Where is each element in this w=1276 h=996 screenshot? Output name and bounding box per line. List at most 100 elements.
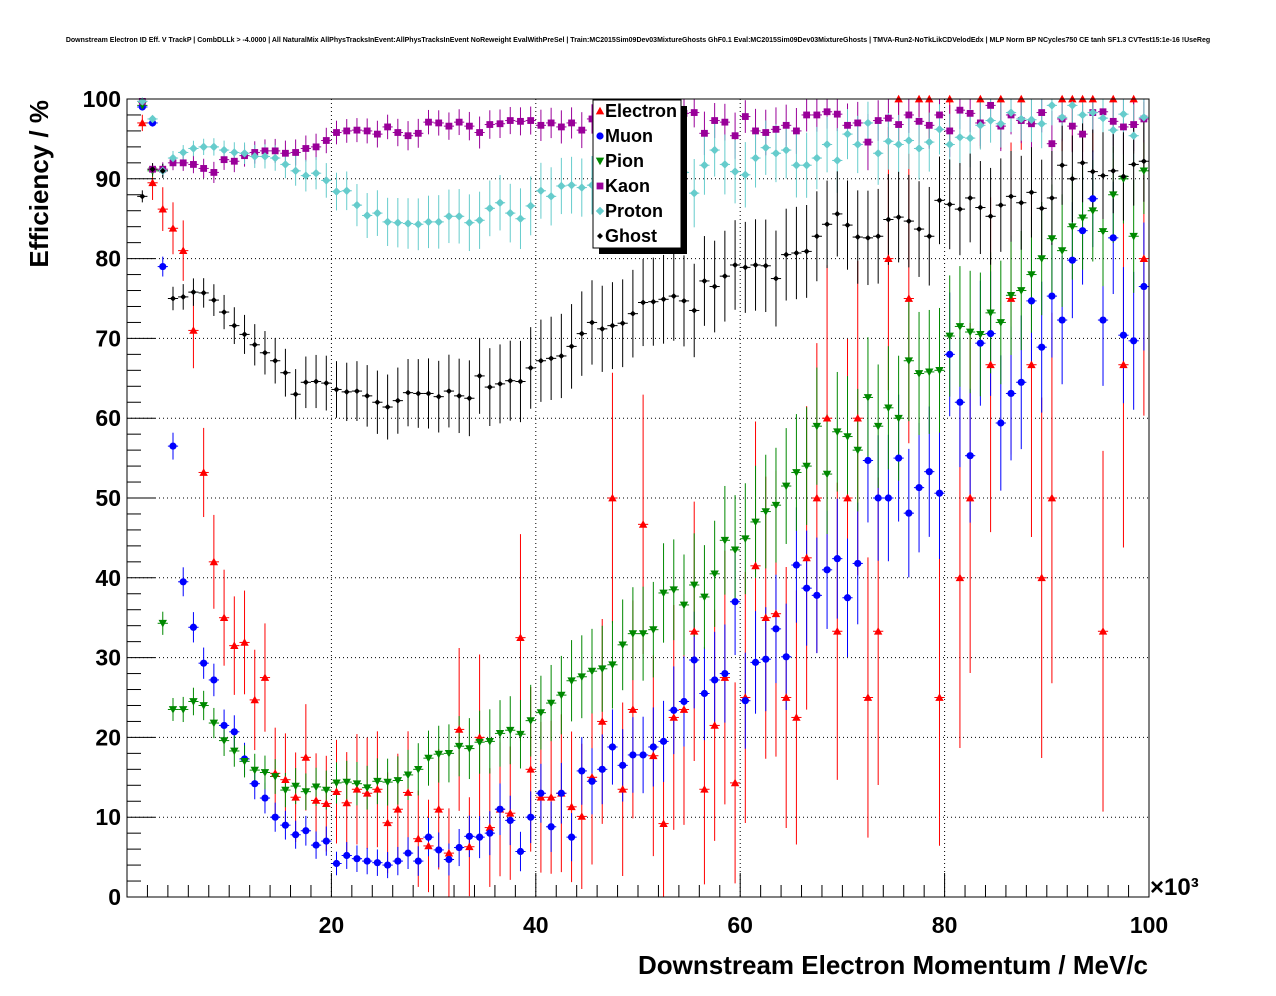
data-point <box>272 357 279 364</box>
data-point <box>404 132 412 140</box>
data-point <box>260 769 270 777</box>
data-point <box>854 234 861 241</box>
data-point <box>864 234 871 241</box>
data-point <box>1129 131 1138 140</box>
data-point <box>527 813 535 821</box>
data-point <box>424 841 433 850</box>
data-point <box>659 589 668 598</box>
data-point <box>1100 172 1107 179</box>
data-point <box>352 785 362 793</box>
x-tick-label: 40 <box>523 912 549 938</box>
data-point <box>710 721 719 729</box>
data-point <box>976 331 985 339</box>
data-point <box>731 132 739 140</box>
data-point <box>935 489 944 497</box>
data-point <box>915 484 923 492</box>
data-point <box>935 125 944 134</box>
data-point <box>864 456 872 465</box>
data-point <box>730 546 740 555</box>
data-point <box>404 849 412 857</box>
data-point <box>179 159 187 167</box>
data-point <box>679 601 689 610</box>
data-point <box>609 322 616 329</box>
data-point <box>904 294 914 302</box>
data-point <box>230 157 238 165</box>
data-point <box>711 676 719 684</box>
data-point <box>476 372 483 379</box>
data-point <box>802 161 811 170</box>
data-point <box>721 669 729 678</box>
data-point <box>731 598 739 606</box>
data-point <box>343 851 351 860</box>
data-point <box>1027 297 1036 305</box>
data-point <box>771 501 781 510</box>
legend-marker-muon <box>596 132 604 140</box>
data-point <box>690 581 699 590</box>
data-point <box>967 194 974 201</box>
data-point <box>833 627 842 635</box>
x-tick-label: 20 <box>319 912 345 938</box>
data-point <box>854 119 862 127</box>
data-point <box>495 730 505 738</box>
data-point <box>434 217 443 227</box>
data-point <box>230 747 239 756</box>
data-point <box>640 299 647 306</box>
data-point <box>373 777 382 786</box>
data-point <box>987 213 994 220</box>
data-point <box>517 117 524 125</box>
data-point <box>219 145 229 155</box>
data-point <box>955 323 965 331</box>
data-point <box>425 390 432 397</box>
data-point <box>362 211 372 220</box>
data-point <box>833 156 842 165</box>
data-point <box>741 170 750 180</box>
data-point <box>322 176 331 185</box>
y-tick-label: 30 <box>95 645 121 671</box>
data-point <box>260 673 270 681</box>
data-point <box>792 161 801 170</box>
data-point <box>485 823 495 831</box>
y-tick-label: 0 <box>108 884 121 910</box>
data-point <box>384 404 391 411</box>
data-point <box>1109 191 1118 199</box>
data-point <box>1099 316 1107 324</box>
data-point <box>557 123 565 131</box>
data-point <box>465 842 474 851</box>
data-point <box>567 180 576 190</box>
data-point <box>1008 193 1015 200</box>
data-point <box>567 677 576 685</box>
data-point <box>1098 228 1108 236</box>
data-point <box>752 261 759 268</box>
data-point <box>803 248 810 255</box>
data-point <box>843 433 852 441</box>
data-point <box>405 389 412 396</box>
tick-labels: 0 10 20 30 40 50 60 70 80 90 100 20 40 60 80 100 <box>83 86 1169 938</box>
data-point <box>884 494 892 502</box>
data-point <box>894 140 903 149</box>
legend-label-muon: Muon <box>605 126 653 146</box>
data-point <box>822 414 832 422</box>
data-point <box>639 751 647 759</box>
data-markers <box>138 94 1149 869</box>
data-point <box>792 713 801 721</box>
data-point <box>496 120 504 128</box>
data-point <box>199 142 208 152</box>
data-point <box>546 192 556 201</box>
data-point <box>240 149 249 158</box>
data-point <box>527 117 535 124</box>
y-tick-label: 70 <box>95 325 121 351</box>
data-point <box>904 136 914 145</box>
data-point <box>925 121 933 129</box>
data-point <box>506 208 515 218</box>
data-point <box>885 216 892 223</box>
data-point <box>986 330 995 338</box>
data-point <box>792 469 801 477</box>
data-point <box>1047 493 1057 502</box>
data-point <box>1139 167 1149 176</box>
data-point <box>475 738 484 747</box>
data-point <box>1119 109 1128 119</box>
data-point <box>884 114 892 122</box>
data-point <box>179 706 188 714</box>
data-point <box>793 250 800 257</box>
data-point <box>608 743 617 751</box>
